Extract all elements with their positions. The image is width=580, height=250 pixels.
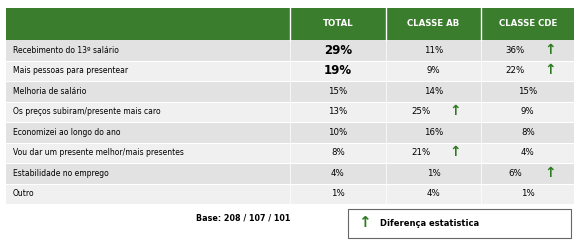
Text: 15%: 15% [518,87,538,96]
Text: Outro: Outro [13,189,34,198]
Bar [6,81,574,102]
Text: 11%: 11% [424,46,443,55]
Text: Economizei ao longo do ano: Economizei ao longo do ano [13,128,120,137]
Text: Diferença estatistica: Diferença estatistica [380,219,479,228]
Text: 25%: 25% [411,107,430,116]
Bar [6,102,574,122]
Text: 9%: 9% [427,66,440,75]
Text: 16%: 16% [424,128,443,137]
Bar [6,142,574,163]
Text: 8%: 8% [521,128,535,137]
Text: 36%: 36% [505,46,525,55]
Bar [6,60,574,81]
Bar [348,209,571,238]
Text: 4%: 4% [331,169,345,178]
Text: ↑: ↑ [544,63,556,77]
Text: 1%: 1% [427,169,440,178]
Text: Recebimento do 13º salário: Recebimento do 13º salário [13,46,119,55]
Text: 13%: 13% [328,107,347,116]
Text: 4%: 4% [521,148,535,157]
Text: 1%: 1% [331,189,345,198]
Bar [6,122,574,142]
Bar [6,8,574,40]
Text: 4%: 4% [427,189,440,198]
Text: 29%: 29% [324,44,352,57]
Text: ↑: ↑ [450,104,462,118]
Text: 15%: 15% [328,87,347,96]
Text: ↑: ↑ [544,166,556,180]
Text: Mais pessoas para presentear: Mais pessoas para presentear [13,66,128,75]
Text: 22%: 22% [505,66,525,75]
Text: 1%: 1% [521,189,535,198]
Bar [6,184,574,204]
Text: TOTAL: TOTAL [322,19,353,28]
Text: CLASSE CDE: CLASSE CDE [499,19,557,28]
Text: ↑: ↑ [544,43,556,57]
Text: 21%: 21% [411,148,430,157]
Text: Estabilidade no emprego: Estabilidade no emprego [13,169,108,178]
Text: ↑: ↑ [450,145,462,159]
Text: 14%: 14% [424,87,443,96]
Text: ↑: ↑ [358,215,371,230]
Text: 8%: 8% [331,148,345,157]
Text: Melhoria de salário: Melhoria de salário [13,87,86,96]
Text: Vou dar um presente melhor/mais presentes: Vou dar um presente melhor/mais presente… [13,148,184,157]
Text: 19%: 19% [324,64,352,77]
Text: 9%: 9% [521,107,535,116]
Text: 10%: 10% [328,128,347,137]
Text: CLASSE AB: CLASSE AB [407,19,460,28]
Text: Base: 208 / 107 / 101: Base: 208 / 107 / 101 [197,213,291,222]
Bar [6,163,574,184]
Text: Os preços subiram/presente mais caro: Os preços subiram/presente mais caro [13,107,161,116]
Bar [6,40,574,60]
Text: 6%: 6% [508,169,522,178]
